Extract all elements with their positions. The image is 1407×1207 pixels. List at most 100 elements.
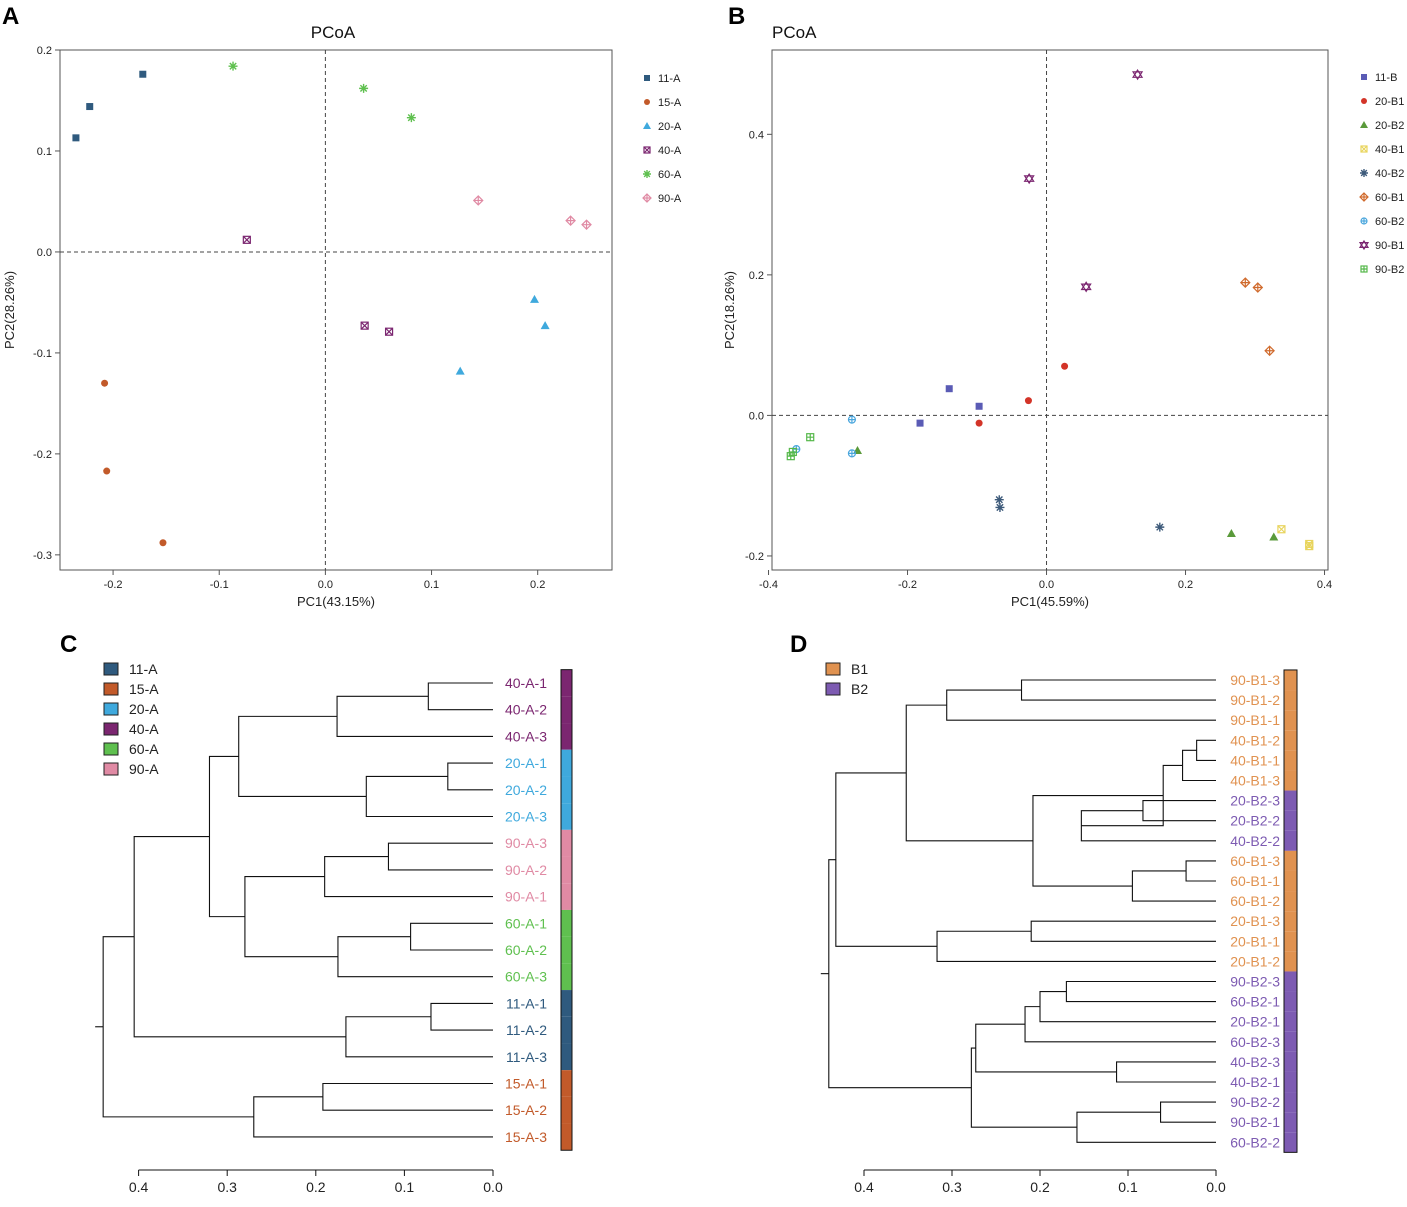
group-color-bar-segment — [1284, 991, 1297, 1012]
dendrogram-branch — [970, 1047, 1077, 1128]
legend-swatch-60-A — [103, 742, 119, 756]
data-point-60-A — [359, 83, 369, 93]
leaf-label: 11-A-1 — [506, 995, 547, 1011]
leaf-label: 11-A-3 — [506, 1049, 547, 1065]
legend-marker-20-B1-shape — [1361, 98, 1367, 104]
group-color-bar-segment — [1284, 951, 1297, 972]
group-color-bar-segment — [1284, 669, 1297, 691]
leaf-label: 15-A-3 — [505, 1129, 547, 1145]
dendrogram-branch — [324, 856, 493, 898]
distance-axis-tick-label: 0.2 — [1030, 1179, 1050, 1195]
data-point-60-A-shape — [359, 83, 369, 93]
legend-label-90-A: 90-A — [129, 761, 159, 777]
legend-swatch-20-A — [103, 702, 119, 716]
distance-axis-tick-label: 0.1 — [395, 1179, 415, 1195]
data-point-11-A-shape — [139, 70, 147, 78]
data-point-40-B2 — [994, 495, 1004, 505]
data-point-40-B2-shape — [1155, 522, 1165, 532]
data-point-90-A-cross — [473, 195, 483, 205]
group-color-bar-segment — [1284, 1071, 1297, 1093]
leaf-label: 90-A-1 — [505, 889, 547, 905]
y-tick-label: 0.0 — [37, 247, 52, 259]
group-color-bar-segment — [1284, 750, 1297, 771]
legend-label-90-B2: 90-B2 — [1375, 264, 1404, 276]
data-point-90-B1 — [1131, 68, 1144, 81]
pcoa-panel-a: PCoA -0.2 -0.1 0.0 0.1 0.2 -0.3 -0.2 -0.1 0.0 0.1 0… — [2, 23, 682, 609]
leaf-label: 60-B1-2 — [1230, 893, 1280, 909]
legend-marker-11-B-shape — [1361, 74, 1367, 80]
data-point-15-A — [103, 467, 111, 475]
legend-label-B1: B1 — [851, 661, 868, 677]
data-point-90-B1-shape — [1023, 172, 1035, 182]
data-point-40-A — [360, 321, 369, 330]
data-point-40-A-shape — [242, 235, 251, 244]
leaf-label: 60-A-3 — [505, 969, 547, 985]
data-point-20-A — [455, 366, 465, 375]
leaf-label: 90-B2-2 — [1230, 1094, 1280, 1110]
legend-marker-60-B1-cross — [1360, 193, 1368, 201]
group-color-bar-segment — [1284, 690, 1297, 711]
leaf-label: 90-B2-1 — [1230, 1114, 1280, 1130]
dendrogram-branch — [1076, 1111, 1216, 1143]
group-color-bar-segment — [1284, 931, 1297, 952]
distance-axis-tick-label: 0.3 — [217, 1179, 237, 1195]
legend-label-90-A: 90-A — [658, 193, 682, 205]
legend-label-20-B2: 20-B2 — [1375, 120, 1404, 132]
legend-marker-11-B — [1361, 74, 1367, 80]
legend-label-90-B1: 90-B1 — [1375, 240, 1404, 252]
distance-axis-tick-label: 0.2 — [306, 1179, 326, 1195]
legend-marker-11-A — [644, 75, 650, 81]
dendrogram-branch — [1020, 679, 1216, 701]
leaf-label: 20-B1-1 — [1230, 933, 1280, 949]
dendrogram-branch — [1160, 1101, 1216, 1123]
dendrogram-branch — [1030, 920, 1216, 942]
legend-label-20-A: 20-A — [658, 121, 682, 133]
y-tick-label: 0.1 — [37, 146, 52, 158]
legend-marker-90-B1 — [1358, 239, 1370, 251]
legend-marker-60-B2 — [1360, 217, 1368, 225]
legend-marker-90-B2 — [1360, 265, 1368, 273]
leaf-label: 60-B1-1 — [1230, 873, 1280, 889]
leaf-label: 40-A-1 — [505, 675, 547, 691]
dendrogram-branch — [835, 772, 938, 947]
x-tick-label: -0.4 — [759, 579, 778, 591]
dendrogram-branch — [427, 682, 493, 711]
panel-label-c: C — [60, 631, 77, 658]
x-tick-label: -0.2 — [898, 579, 917, 591]
chart-title: PCoA — [311, 23, 356, 42]
leaf-label: 20-A-1 — [505, 755, 547, 771]
group-color-bar-segment — [1284, 911, 1297, 932]
data-point-90-B2-cross — [789, 448, 797, 456]
legend-marker-90-A — [642, 193, 652, 203]
leaf-label: 15-A-1 — [505, 1076, 547, 1092]
distance-axis-tick-label: 0.0 — [483, 1179, 503, 1195]
data-point-20-B1 — [1061, 362, 1069, 370]
plot-frame — [771, 49, 1329, 571]
legend-label-11-A: 11-A — [129, 661, 158, 677]
group-color-bar-segment — [1284, 830, 1297, 851]
group-color-bar-segment — [561, 1096, 572, 1124]
legend-marker-90-B1-shape — [1358, 239, 1370, 248]
dendrogram-branch — [244, 876, 338, 958]
data-point-90-B1-shape — [1131, 68, 1144, 78]
x-tick-label: 0.2 — [1178, 579, 1193, 591]
y-tick-label: -0.1 — [33, 348, 52, 360]
legend-label-40-A: 40-A — [658, 145, 682, 157]
x-tick-label: 0.2 — [530, 579, 545, 591]
data-point-60-B1-cross — [1265, 346, 1275, 356]
data-point-60-B1 — [1239, 277, 1251, 288]
data-point-20-B2 — [1226, 528, 1236, 537]
legend-swatch-40-A — [103, 722, 119, 736]
group-color-bar-segment — [561, 723, 572, 750]
data-point-60-A-shape — [406, 113, 416, 123]
data-point-90-B2 — [806, 433, 815, 442]
group-color-bar-segment — [1284, 730, 1297, 751]
data-point-11-B-shape — [975, 402, 983, 410]
leaf-label: 40-B2-1 — [1230, 1074, 1280, 1090]
data-point-60-B2 — [847, 415, 857, 424]
dendrogram-panel-d: 90-B1-3 90-B1-2 90-B1-1 40-B1-2 40-B1-1 40-B1… — [820, 661, 1298, 1195]
data-point-11-B — [916, 419, 924, 427]
data-point-90-B1-shape2 — [1080, 283, 1092, 293]
legend-marker-40-B2-shape — [1360, 169, 1368, 177]
data-point-90-B1-shape — [1080, 281, 1092, 291]
